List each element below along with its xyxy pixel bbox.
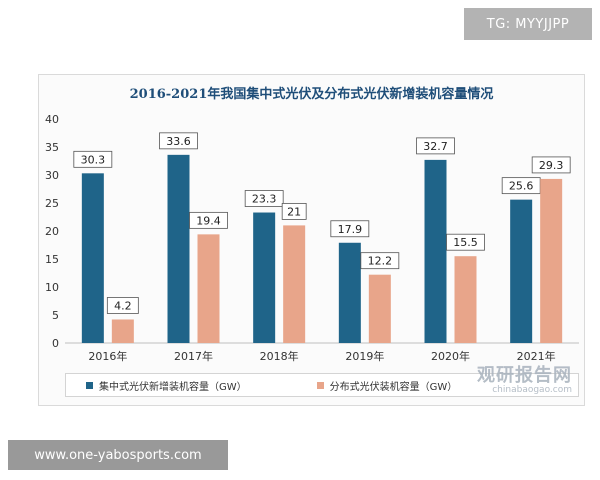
bar-distributed: [454, 256, 477, 343]
data-label-box: [531, 156, 571, 174]
watermark-sub: chinabaogao.com: [492, 385, 572, 395]
data-label-box: [416, 137, 455, 155]
data-label: 17.9: [338, 223, 363, 236]
chart-title: 2016-2021年我国集中式光伏及分布式光伏新增装机容量情况: [129, 87, 494, 102]
bar-centralized: [81, 173, 104, 343]
data-label: 21: [287, 205, 301, 218]
data-label: 29.3: [539, 159, 564, 172]
tg-label: TG: MYYJJPP: [464, 8, 592, 40]
x-tick-label: 2020年: [431, 349, 470, 363]
legend-swatch-centralized: [86, 381, 93, 389]
y-tick-label: 0: [52, 337, 59, 350]
x-tick-label: 2016年: [88, 349, 127, 363]
data-label: 33.6: [166, 135, 191, 148]
legend-label-centralized: 集中式光伏新增装机容量（GW）: [99, 381, 247, 393]
bar-chart: 0 5 10 15 20 25 30 35 40 2016年 30.3 4.2 2017年 33.6 19.…: [45, 113, 579, 363]
data-label: 15.5: [453, 236, 478, 249]
y-tick-label: 30: [45, 169, 59, 182]
watermark-logo: 观研报告网 chinabaogao.com: [477, 361, 572, 395]
y-tick-label: 20: [45, 225, 59, 238]
data-label-box: [189, 211, 228, 229]
x-tick-label: 2019年: [345, 349, 384, 363]
legend-item-centralized: 集中式光伏新增装机容量（GW）: [86, 378, 247, 393]
data-label: 25.6: [509, 180, 533, 193]
data-label-box: [330, 220, 370, 238]
data-label-box: [501, 177, 541, 195]
y-tick-label: 5: [52, 309, 59, 322]
legend-item-distributed: 分布式光伏装机容量（GW）: [316, 378, 458, 393]
watermark-main: 观研报告网: [477, 365, 572, 386]
data-label-box: [446, 233, 485, 251]
y-tick-label: 40: [45, 113, 59, 126]
y-tick-label: 25: [45, 197, 59, 210]
legend-swatch-distributed: [316, 381, 324, 389]
data-label: 19.4: [196, 214, 221, 227]
data-label: 12.2: [368, 255, 393, 268]
data-label: 30.3: [81, 153, 106, 166]
x-tick-label: 2018年: [260, 349, 299, 363]
data-label-box: [159, 132, 198, 150]
site-label: www.one-yabosports.com: [8, 440, 228, 470]
bar-centralized: [253, 212, 276, 343]
y-tick-label: 10: [45, 281, 59, 294]
x-tick-label: 2017年: [174, 349, 213, 363]
data-label-box: [73, 150, 113, 168]
y-tick-label: 35: [45, 141, 59, 154]
bar-centralized: [338, 242, 361, 343]
bar-centralized: [424, 159, 447, 343]
legend: 集中式光伏新增装机容量（GW） 分布式光伏装机容量（GW）: [65, 373, 579, 397]
bar-distributed: [540, 178, 563, 343]
bar-centralized: [167, 154, 190, 343]
data-label-box: [281, 202, 307, 220]
bar-distributed: [368, 274, 391, 343]
bar-centralized: [510, 199, 533, 343]
x-tick-label: 2021年: [517, 349, 556, 363]
data-label-box: [360, 252, 400, 270]
chart-card: 2016-2021年我国集中式光伏及分布式光伏新增装机容量情况 0 5 10 15 20…: [38, 74, 585, 406]
bar-distributed: [197, 234, 220, 343]
data-label: 23.3: [252, 193, 277, 206]
legend-label-distributed: 分布式光伏装机容量（GW）: [329, 381, 458, 393]
bar-distributed: [283, 225, 306, 343]
data-label: 4.2: [114, 299, 132, 312]
data-label: 32.7: [423, 140, 448, 153]
data-label-box: [106, 297, 139, 314]
data-label-box: [244, 190, 284, 207]
bar-distributed: [111, 319, 134, 343]
y-tick-label: 15: [45, 253, 59, 266]
